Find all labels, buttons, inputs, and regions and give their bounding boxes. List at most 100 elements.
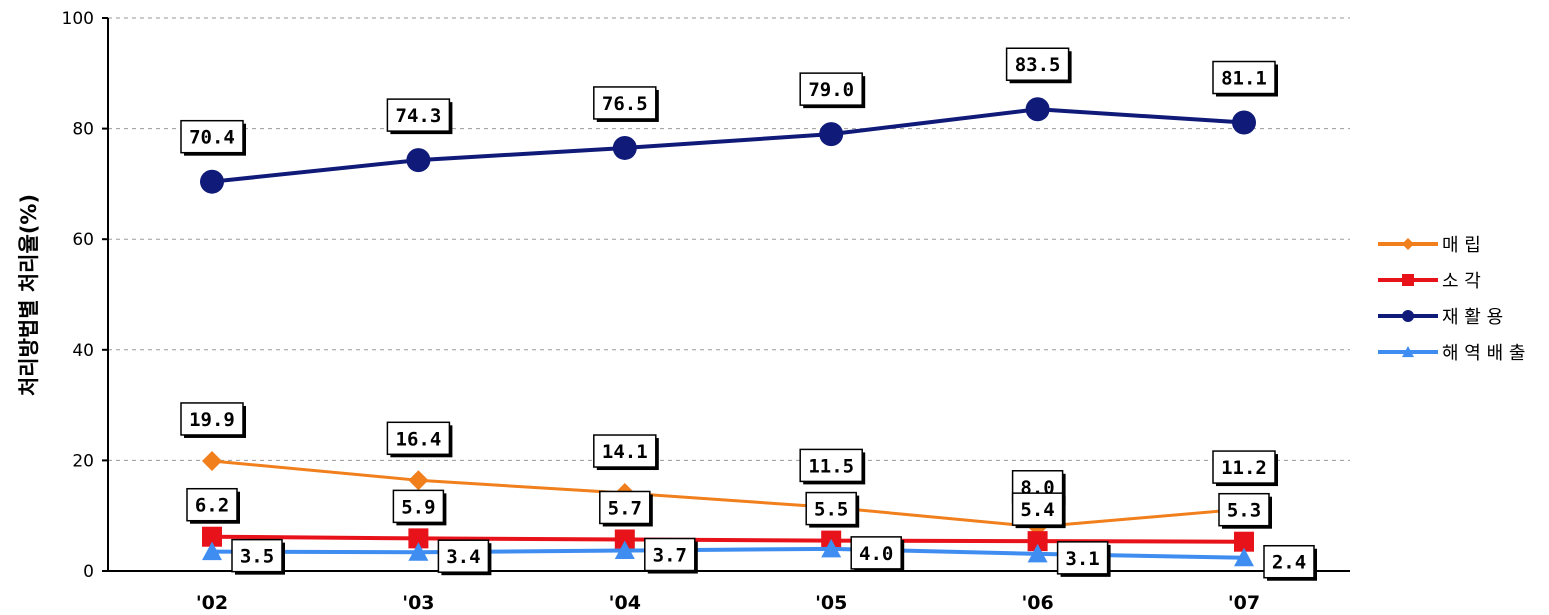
data-label: 76.5 <box>593 86 659 122</box>
data-point-triangle <box>1027 543 1048 563</box>
data-label-text: 5.9 <box>401 496 435 518</box>
x-tick-label: '03 <box>402 592 434 614</box>
series-0 <box>202 450 1254 537</box>
y-tick-label: 40 <box>72 341 94 361</box>
data-label: 16.4 <box>386 421 453 458</box>
data-label-box <box>593 434 657 468</box>
data-label: 70.4 <box>180 119 246 156</box>
data-label-text: 6.2 <box>195 495 229 517</box>
data-labels: 19.916.414.111.58.011.26.2 5.9 5.7 5.5 5.4 5.… <box>180 47 1317 581</box>
data-label-text: 74.3 <box>396 105 442 127</box>
data-label-text: 5.7 <box>608 497 642 519</box>
data-point-circle <box>1025 97 1050 122</box>
data-label-box <box>1056 541 1109 575</box>
data-label-box <box>599 490 651 525</box>
data-label-text: 5.3 <box>1227 500 1261 522</box>
data-point-square <box>1027 531 1048 552</box>
data-label-box <box>180 402 244 436</box>
data-label-text: 83.5 <box>1015 54 1061 76</box>
data-label: 5.7 <box>599 490 653 527</box>
data-label-box <box>437 539 490 573</box>
data-label-text: 2.4 <box>1272 552 1306 574</box>
data-label: 3.7 <box>644 537 698 574</box>
y-tick-label: 20 <box>72 451 94 471</box>
y-tick-label: 60 <box>72 230 94 250</box>
data-label-box <box>1011 492 1064 526</box>
data-label-box <box>1005 47 1070 81</box>
data-label-text: 16.4 <box>396 428 442 450</box>
data-label: 3.5 <box>231 538 285 575</box>
data-label-text: 11.5 <box>808 455 854 477</box>
data-point-diamond <box>202 450 222 471</box>
legend-marker-triangle <box>1402 346 1414 358</box>
series-2 <box>200 97 1256 194</box>
legend-marker-circle <box>1402 310 1414 322</box>
data-label-box <box>231 538 283 573</box>
data-label-box <box>386 98 451 132</box>
data-label-box <box>186 487 238 522</box>
legend-item-1: 소 각 <box>1378 271 1481 292</box>
data-label-box <box>850 536 902 570</box>
series-line <box>211 534 1245 544</box>
data-point-triangle <box>1234 547 1254 567</box>
data-label-text: 79.0 <box>808 79 854 101</box>
data-label-text: 70.4 <box>189 127 235 149</box>
legend-item-2: 재 활 용 <box>1378 307 1503 328</box>
y-tick-label: 100 <box>62 9 94 29</box>
data-label-box <box>180 119 244 154</box>
data-point-square <box>408 528 429 549</box>
legend-marker-square <box>1402 274 1414 286</box>
data-label: 2.4 <box>1263 544 1317 581</box>
legend-item-0: 매 립 <box>1378 235 1481 256</box>
data-label: 11.5 <box>799 448 866 485</box>
data-label-text: 3.5 <box>240 546 274 568</box>
data-label-box <box>392 489 445 524</box>
data-point-square <box>202 526 222 547</box>
legend-label: 소 각 <box>1442 271 1481 292</box>
legend-label: 해 역 배 출 <box>1442 343 1525 364</box>
data-label-box <box>1263 544 1315 579</box>
data-label-box <box>1212 60 1276 95</box>
axes: 0 20 40 60 80 100 '02 '03 '04 '05 '06 '07 <box>62 9 1350 614</box>
data-label: 81.1 <box>1212 60 1278 97</box>
data-label: 3.1 <box>1056 541 1111 577</box>
data-label-box <box>1212 450 1276 484</box>
data-label: 5.4 <box>1011 492 1066 529</box>
legend-marker-diamond <box>1402 238 1414 250</box>
data-label-box <box>805 491 857 526</box>
data-label: 19.9 <box>180 402 246 438</box>
x-tick-label: '05 <box>815 592 847 614</box>
data-label-box <box>1218 492 1270 527</box>
data-label-text: 76.5 <box>602 93 648 115</box>
data-label-box <box>799 448 863 483</box>
data-label-text: 5.4 <box>1020 499 1054 521</box>
data-label: 5.9 <box>392 489 447 526</box>
data-point-circle <box>406 148 431 173</box>
data-point-circle <box>612 135 637 160</box>
y-axis-label: 처리방법별 처리율(%) <box>17 194 41 396</box>
data-point-triangle <box>202 541 222 561</box>
legend-item-3: 해 역 배 출 <box>1378 343 1525 364</box>
data-point-square <box>614 529 635 550</box>
data-label-box <box>644 537 696 572</box>
data-label-text: 3.1 <box>1065 548 1099 570</box>
data-label-text: 14.1 <box>602 441 648 463</box>
data-label: 5.5 <box>805 491 860 528</box>
data-point-triangle <box>821 538 842 558</box>
data-label: 83.5 <box>1005 47 1072 84</box>
data-label: 11.2 <box>1212 450 1278 487</box>
data-label: 3.4 <box>437 539 492 576</box>
x-tick-label: '02 <box>196 592 228 614</box>
grid-lines <box>108 17 1350 461</box>
series-line <box>211 459 1245 529</box>
data-label: 14.1 <box>593 434 659 471</box>
data-point-triangle <box>408 542 429 561</box>
data-point-triangle <box>614 540 635 560</box>
y-tick-label: 0 <box>83 562 94 582</box>
x-tick-label: '04 <box>609 592 641 614</box>
data-label: 5.3 <box>1218 492 1272 529</box>
data-label-text: 4.0 <box>859 543 893 565</box>
data-point-circle <box>1232 110 1256 135</box>
legend: 매 립소 각재 활 용해 역 배 출 <box>1378 235 1525 364</box>
